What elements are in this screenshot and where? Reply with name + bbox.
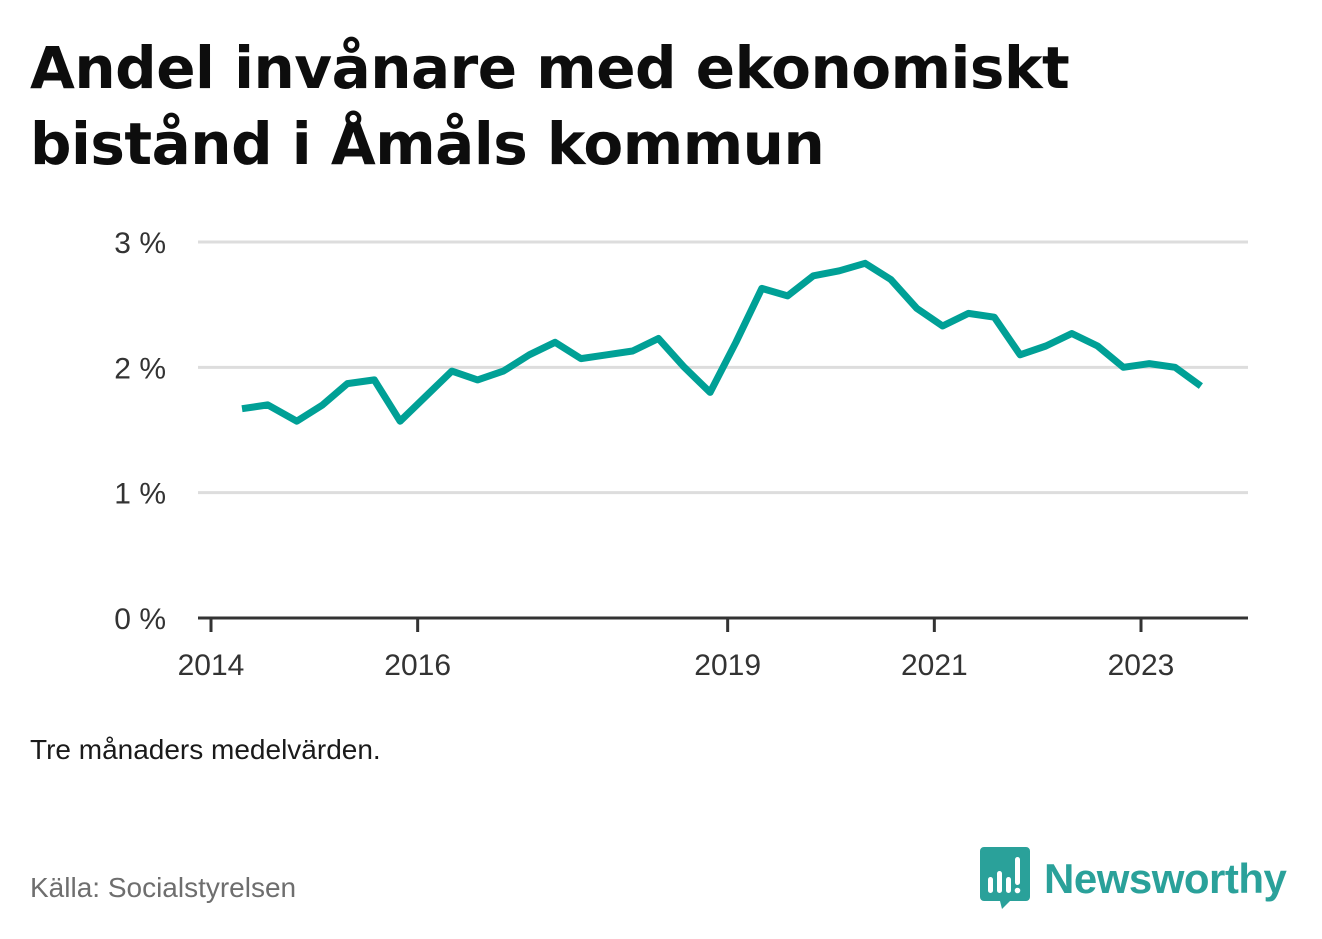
y-tick-label: 3 % — [114, 227, 166, 260]
chart-note: Tre månaders medelvärden. — [30, 734, 381, 765]
y-tick-label: 0 % — [114, 603, 166, 636]
newsworthy-logo: Newsworthy — [980, 846, 1287, 912]
x-axis-labels: 2014 2016 2019 2021 2023 — [178, 649, 1175, 682]
y-axis-labels: 0 % 1 % 2 % 3 % — [114, 227, 166, 636]
x-axis — [198, 616, 1248, 632]
series-line — [241, 259, 1203, 425]
series-layer — [241, 259, 1203, 425]
x-tick-label: 2019 — [694, 649, 761, 682]
source-text: Källa: Socialstyrelsen — [30, 872, 297, 903]
x-tick-label: 2014 — [178, 649, 245, 682]
y-tick-label: 2 % — [114, 352, 166, 385]
x-tick-label: 2023 — [1108, 649, 1175, 682]
newsworthy-chart-icon — [980, 847, 1030, 909]
chart-title: Andel invånare med ekonomiskt bistånd i … — [30, 34, 1070, 178]
x-tick-label: 2016 — [384, 649, 451, 682]
y-tick-label: 1 % — [114, 478, 166, 511]
x-tick-label: 2021 — [901, 649, 968, 682]
logo-text: Newsworthy — [1044, 855, 1287, 902]
